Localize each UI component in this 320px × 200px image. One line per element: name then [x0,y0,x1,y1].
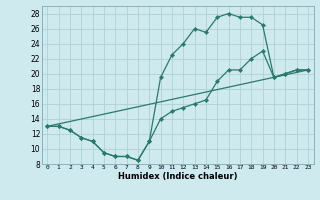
X-axis label: Humidex (Indice chaleur): Humidex (Indice chaleur) [118,172,237,181]
